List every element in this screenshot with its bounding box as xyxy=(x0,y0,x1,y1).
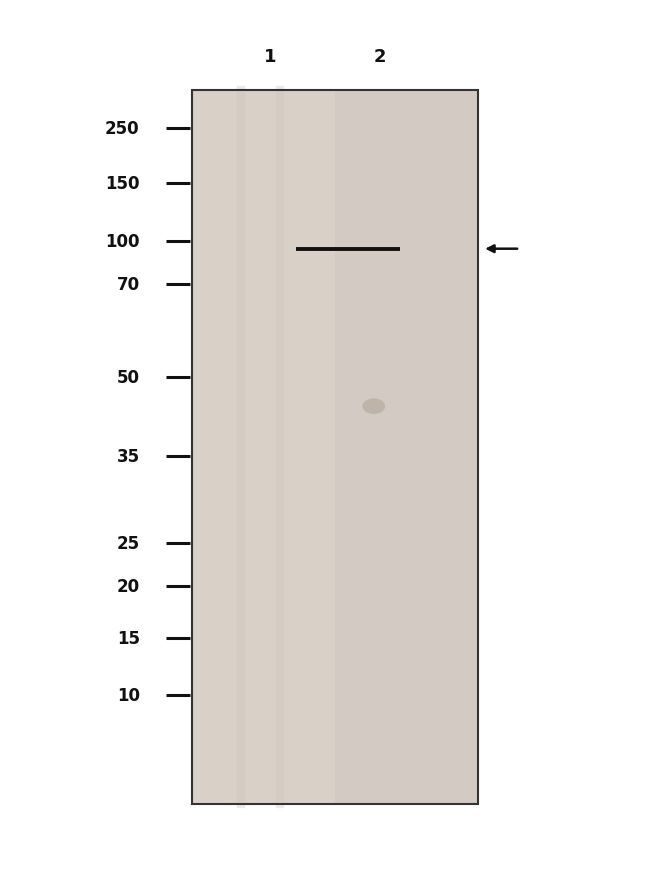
Text: 150: 150 xyxy=(105,176,140,193)
Ellipse shape xyxy=(362,399,385,415)
Bar xyxy=(192,91,335,804)
Text: 2: 2 xyxy=(374,48,387,65)
Text: 10: 10 xyxy=(117,687,140,704)
Text: 70: 70 xyxy=(116,276,140,294)
Text: 25: 25 xyxy=(116,534,140,552)
Bar xyxy=(192,91,478,804)
Text: 20: 20 xyxy=(116,578,140,595)
Text: 35: 35 xyxy=(116,448,140,465)
Bar xyxy=(335,91,478,804)
Text: 15: 15 xyxy=(117,630,140,647)
Text: 50: 50 xyxy=(117,369,140,387)
Text: 1: 1 xyxy=(263,48,276,65)
Text: 250: 250 xyxy=(105,120,140,137)
Text: 100: 100 xyxy=(105,233,140,250)
